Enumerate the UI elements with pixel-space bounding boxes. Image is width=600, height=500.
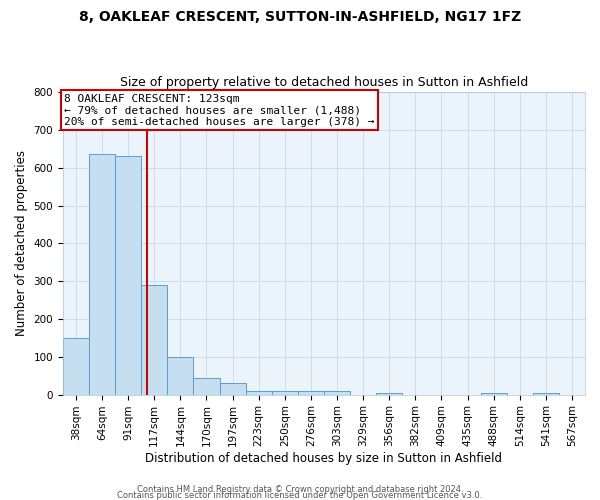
Bar [533, 392, 559, 394]
Bar [167, 357, 193, 395]
X-axis label: Distribution of detached houses by size in Sutton in Ashfield: Distribution of detached houses by size … [145, 452, 502, 465]
Bar [376, 392, 402, 394]
Text: 8, OAKLEAF CRESCENT, SUTTON-IN-ASHFIELD, NG17 1FZ: 8, OAKLEAF CRESCENT, SUTTON-IN-ASHFIELD,… [79, 10, 521, 24]
Bar [115, 156, 141, 394]
Bar [481, 392, 506, 394]
Title: Size of property relative to detached houses in Sutton in Ashfield: Size of property relative to detached ho… [120, 76, 528, 90]
Text: Contains HM Land Registry data © Crown copyright and database right 2024.: Contains HM Land Registry data © Crown c… [137, 484, 463, 494]
Bar [63, 338, 89, 394]
Bar [141, 285, 167, 395]
Bar [298, 391, 324, 394]
Bar [89, 154, 115, 394]
Bar [220, 384, 245, 394]
Bar [324, 391, 350, 394]
Text: Contains public sector information licensed under the Open Government Licence v3: Contains public sector information licen… [118, 490, 482, 500]
Bar [193, 378, 220, 394]
Bar [272, 391, 298, 394]
Bar [245, 391, 272, 394]
Y-axis label: Number of detached properties: Number of detached properties [15, 150, 28, 336]
Text: 8 OAKLEAF CRESCENT: 123sqm
← 79% of detached houses are smaller (1,488)
20% of s: 8 OAKLEAF CRESCENT: 123sqm ← 79% of deta… [64, 94, 374, 127]
